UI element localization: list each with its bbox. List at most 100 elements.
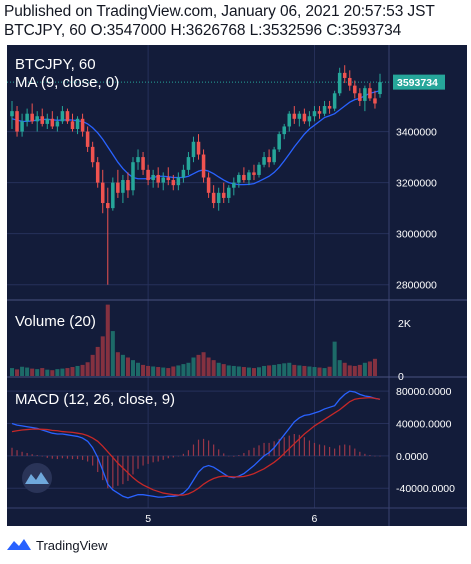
volume-bar [55, 369, 60, 376]
candle-body [65, 111, 70, 122]
candle-body [227, 187, 231, 198]
histogram-bar [278, 438, 280, 456]
histogram-bar [197, 439, 200, 456]
candle-body [317, 111, 322, 114]
footer: TradingView [6, 537, 108, 553]
histogram-bar [152, 455, 154, 463]
candle-body [75, 118, 80, 130]
histogram-bar [349, 445, 351, 456]
histogram-bar [132, 455, 134, 475]
histogram-bar [137, 455, 139, 469]
price-tick-label: 3200000 [396, 178, 437, 190]
macd-tick-label: 40000.0000 [396, 418, 452, 430]
price-tick-label: 3400000 [396, 127, 437, 139]
histogram-bar [344, 444, 346, 456]
candle-body [30, 113, 34, 122]
axis-labels: 3400000 3200000 3000000 2800000 2K 0 80000.000… [145, 127, 455, 525]
footer-brand[interactable]: TradingView [36, 537, 108, 553]
candle-body [292, 113, 297, 119]
histogram-bar [339, 445, 341, 456]
volume-bar [146, 365, 151, 376]
candle-body [95, 162, 100, 183]
histogram-bar [21, 451, 23, 456]
volume-bar [110, 331, 115, 376]
candle-body [146, 169, 150, 181]
candle-body [307, 116, 312, 122]
histogram-bar [16, 450, 18, 456]
volume-bar [362, 362, 367, 376]
macd-tick-label: 0.0000 [396, 451, 428, 463]
macd-tick-label: 80000.0000 [396, 386, 452, 398]
macd-signal-line [11, 396, 381, 496]
volume-bar [211, 360, 216, 376]
candle-body [342, 72, 347, 78]
histogram-bar [202, 438, 205, 456]
volume-legend[interactable]: Volume (20) [15, 313, 96, 330]
volume-bar [151, 366, 156, 376]
histogram-bar [192, 444, 195, 456]
histogram-bar [26, 453, 28, 456]
histogram-bar [318, 444, 321, 456]
candle-body [171, 180, 176, 186]
price-legend-symbol[interactable]: BTCJPY, 60 [15, 56, 96, 73]
histogram-bar [162, 455, 164, 460]
candle-body [35, 116, 39, 122]
candle-body [358, 93, 362, 101]
volume-bar [85, 362, 90, 376]
volume-bar [277, 364, 282, 376]
volume-bar [130, 360, 136, 376]
macd-legend[interactable]: MACD (12, 26, close, 9) [15, 391, 175, 408]
volume-bar [201, 352, 206, 376]
candle-body [216, 192, 221, 204]
histogram-bar [46, 455, 48, 458]
axis-background [389, 45, 467, 526]
volume-bar [372, 358, 377, 376]
histogram-bar [213, 444, 215, 456]
volume-bar [15, 369, 20, 376]
volume-bar [80, 364, 85, 376]
candle-body [131, 162, 135, 191]
candle-body [312, 111, 317, 117]
candle-body [232, 182, 236, 188]
volume-bar [181, 364, 186, 376]
histogram-bar [253, 447, 255, 456]
volume-bar [307, 366, 312, 376]
volume-tick-label: 0 [398, 371, 404, 383]
volume-bar [50, 370, 55, 376]
volume-bars [9, 304, 377, 376]
histogram-bar [87, 455, 89, 462]
histogram-bar [76, 455, 79, 460]
volume-bar [262, 365, 267, 376]
candle-body [287, 113, 292, 127]
volume-bar [105, 304, 110, 376]
candle-body [272, 149, 276, 163]
volume-bar [241, 367, 246, 376]
candle-body [20, 121, 24, 132]
volume-bar [206, 357, 211, 376]
candle-body [100, 182, 105, 204]
price-legend-ma[interactable]: MA (9, close, 0) [15, 74, 119, 91]
histogram-bar [56, 455, 58, 460]
candle-body [166, 177, 171, 181]
volume-bar [221, 364, 226, 376]
volume-bar [347, 365, 352, 376]
histogram-bar [268, 442, 270, 456]
time-tick-label: 5 [145, 513, 151, 525]
price-tick-label: 2800000 [396, 280, 437, 292]
candle-body [106, 203, 110, 209]
histogram-bar [374, 455, 376, 457]
histogram-bar [51, 455, 53, 459]
volume-bar [176, 365, 181, 376]
volume-bar [251, 368, 256, 376]
volume-bar [35, 369, 40, 376]
histogram-bar [228, 455, 230, 457]
candle-body [45, 118, 50, 124]
candle-body [368, 88, 372, 99]
macd-line [11, 390, 381, 499]
candle-body [252, 172, 256, 175]
histogram-bar [323, 445, 326, 456]
candle-body [378, 82, 382, 95]
histogram-bar [208, 440, 210, 456]
candle-body [221, 192, 226, 198]
